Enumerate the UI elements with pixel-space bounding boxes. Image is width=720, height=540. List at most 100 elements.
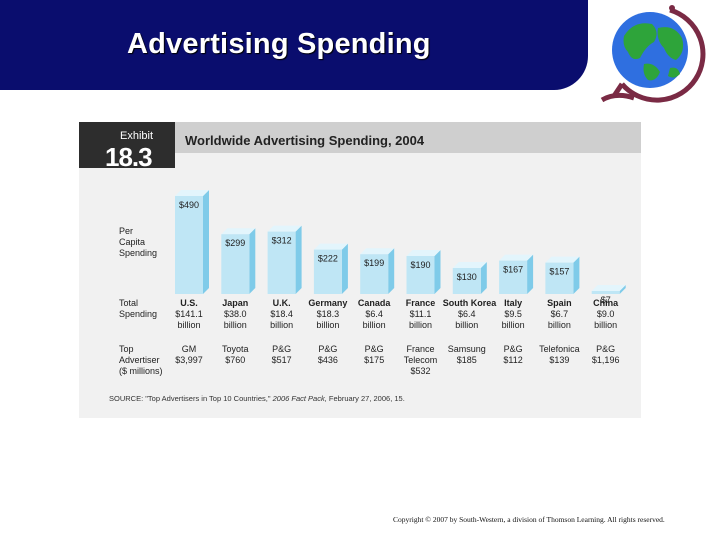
- top-advertiser-cell: Toyota $760: [211, 344, 259, 366]
- total-spending-value: billion: [316, 320, 340, 330]
- total-spending-cell: Spain $6.7 billion: [535, 298, 583, 331]
- total-spending-cell: U.K. $18.4 billion: [258, 298, 306, 331]
- top-advertiser-value: Telefonica: [539, 344, 580, 354]
- top-advertiser-value: P&G: [272, 344, 292, 354]
- top-advertiser-value: P&G: [318, 344, 338, 354]
- top-advertiser-value: Samsung: [447, 344, 486, 354]
- total-spending-value: billion: [223, 320, 247, 330]
- top-advertiser-value: GM: [181, 344, 197, 354]
- title-banner: Advertising Spending: [0, 0, 588, 90]
- total-spending-value: billion: [408, 320, 432, 330]
- total-spending-value: $11.1: [409, 309, 432, 319]
- bar-2: [267, 225, 302, 294]
- bar-value-label: $222: [318, 254, 338, 264]
- bar-value-label: $167: [503, 265, 523, 275]
- bar-7: [499, 254, 534, 294]
- total-spending-cell: Italy $9.5 billion: [489, 298, 537, 331]
- top-advertiser-cell: P&G $175: [350, 344, 398, 366]
- top-advertiser-cell: P&G $112: [489, 344, 537, 366]
- exhibit-number: 18.3: [105, 142, 153, 172]
- top-advertiser-cell: Samsung $185: [443, 344, 491, 366]
- top-advertiser-value: France: [406, 344, 435, 354]
- bar-chart: $490 $299 $312 $222 $199 $190 $130 $167 $157 $7: [175, 190, 626, 305]
- country-label: South Korea: [442, 298, 497, 308]
- top-advertiser-value: Toyota: [222, 344, 249, 354]
- bar-1: [221, 228, 256, 294]
- globe-icon: [600, 5, 706, 103]
- top-advertiser-value: P&G: [364, 344, 384, 354]
- bar-value-label: $299: [225, 238, 245, 248]
- country-label: U.S.: [180, 298, 198, 308]
- total-spending-value: $6.7: [550, 309, 569, 319]
- total-spending-cell: South Korea $6.4 billion: [442, 298, 497, 331]
- country-label: U.K.: [272, 298, 291, 308]
- bar-value-label: $157: [549, 267, 569, 277]
- total-spending-cell: Japan $38.0 billion: [211, 298, 259, 331]
- country-label: Germany: [308, 298, 348, 308]
- bar-6: [452, 262, 487, 294]
- bar-5: [406, 250, 441, 294]
- total-spending-value: billion: [455, 320, 479, 330]
- row-label-per-capita: Per Capita Spending: [119, 226, 158, 258]
- top-advertiser-value: $1,196: [591, 355, 620, 365]
- bar-value-label: $190: [410, 260, 430, 270]
- bar-8: [545, 256, 580, 294]
- country-label: Spain: [547, 298, 572, 308]
- top-advertiser-value: P&G: [503, 344, 523, 354]
- country-label: Japan: [222, 298, 249, 308]
- top-advertiser-value: $3,997: [175, 355, 203, 365]
- top-advertiser-value: Telecom: [403, 355, 438, 365]
- top-advertiser-value: $436: [317, 355, 338, 365]
- total-spending-value: billion: [177, 320, 201, 330]
- top-advertiser-value: $139: [549, 355, 570, 365]
- total-spending-value: $9.5: [504, 309, 522, 319]
- row-label-total: Total Spending: [119, 298, 158, 319]
- bar-3: [313, 243, 348, 294]
- top-advertiser-cell: P&G $436: [304, 344, 352, 366]
- total-spending-value: $9.0: [596, 309, 615, 319]
- top-advertiser-value: $185: [456, 355, 477, 365]
- total-spending-value: billion: [362, 320, 386, 330]
- country-label: Canada: [357, 298, 391, 308]
- bar-0: [175, 190, 209, 294]
- top-advertiser-value: $532: [410, 366, 431, 376]
- total-spending-value: $18.4: [270, 309, 293, 319]
- exhibit-label: Exhibit: [120, 130, 154, 142]
- copyright-notice: Copyright © 2007 by South-Western, a div…: [393, 515, 665, 524]
- country-label: Italy: [504, 298, 523, 308]
- total-spending-value: billion: [501, 320, 525, 330]
- total-spending-cell: U.S. $141.1 billion: [165, 298, 213, 331]
- top-advertiser-value: $112: [503, 355, 523, 365]
- total-spending-value: billion: [594, 320, 618, 330]
- exhibit-title: Worldwide Advertising Spending, 2004: [185, 133, 425, 148]
- top-advertiser-cell: Telefonica $139: [535, 344, 583, 366]
- total-spending-cell: France $11.1 billion: [397, 298, 445, 331]
- row-label-top-advertiser: Top Advertiser ($ millions): [119, 344, 163, 376]
- bar-value-label: $490: [179, 200, 199, 210]
- bar-4: [360, 248, 395, 294]
- total-spending-cell: Germany $18.3 billion: [304, 298, 352, 331]
- exhibit-figure: Exhibit 18.3 Worldwide Advertising Spend…: [79, 122, 641, 418]
- bar-9: [591, 285, 626, 294]
- country-label: France: [405, 298, 436, 308]
- exhibit-tab: Exhibit 18.3: [79, 122, 175, 172]
- source-note: SOURCE: "Top Advertisers in Top 10 Count…: [109, 394, 405, 403]
- top-advertiser-cell: P&G $517: [258, 344, 306, 366]
- top-advertiser-value: $517: [271, 355, 292, 365]
- total-spending-value: billion: [547, 320, 571, 330]
- top-advertiser-cell: France Telecom $532: [397, 344, 445, 377]
- slide-title: Advertising Spending: [127, 28, 431, 60]
- top-advertiser-value: $175: [364, 355, 385, 365]
- top-advertiser-cell: GM $3,997: [165, 344, 213, 366]
- bar-value-label: $199: [364, 258, 384, 268]
- bar-value-label: $7: [601, 295, 611, 305]
- total-spending-value: $6.4: [458, 309, 476, 319]
- top-advertiser-value: $760: [225, 355, 246, 365]
- total-spending-value: $6.4: [365, 309, 383, 319]
- top-advertiser-value: P&G: [596, 344, 616, 354]
- total-spending-cell: Canada $6.4 billion: [350, 298, 398, 331]
- total-spending-value: billion: [270, 320, 294, 330]
- bar-value-label: $130: [457, 272, 477, 282]
- top-advertiser-cell: P&G $1,196: [582, 344, 630, 366]
- bar-value-label: $312: [272, 236, 292, 246]
